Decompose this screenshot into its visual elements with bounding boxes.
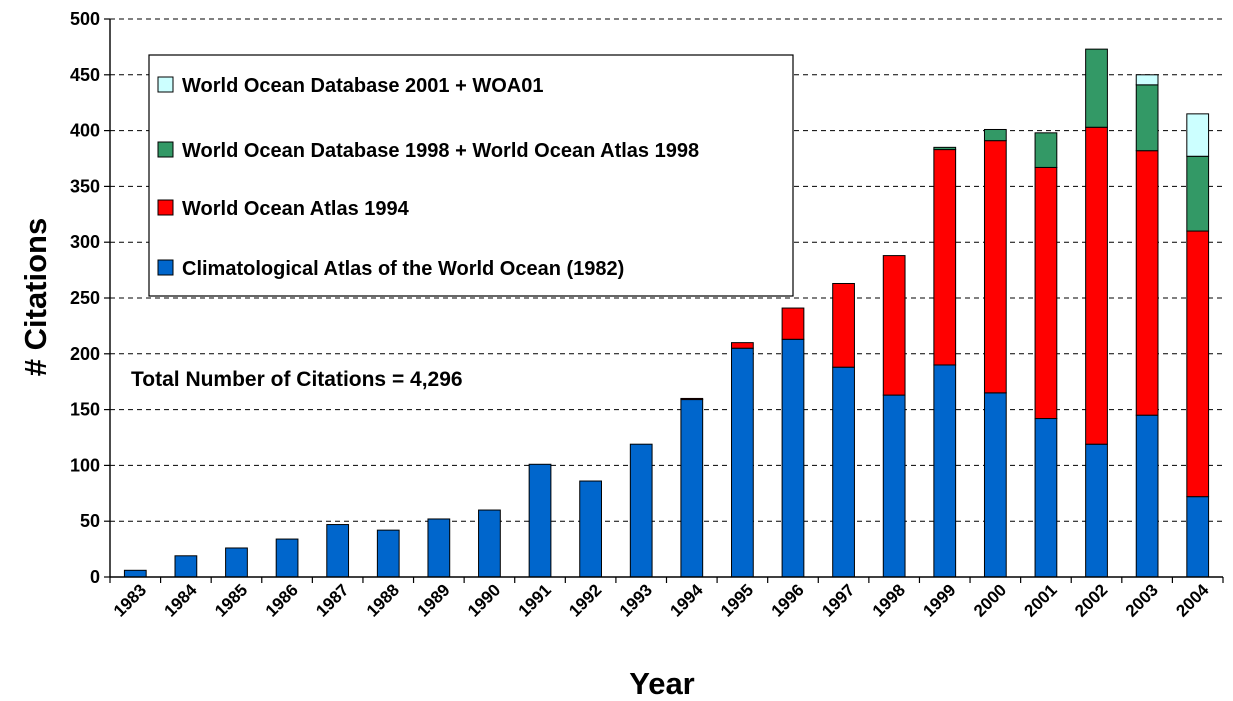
bar-segment <box>933 149 957 366</box>
legend-label: World Ocean Atlas 1994 <box>182 198 410 220</box>
legend-label: World Ocean Database 2001 + WOA01 <box>182 75 543 97</box>
bar-segment <box>174 555 198 578</box>
bar-segment <box>933 364 957 578</box>
x-tick-label: 1984 <box>161 580 202 621</box>
legend-swatch <box>157 141 174 158</box>
y-tick-label: 300 <box>70 232 100 252</box>
x-tick-label: 1993 <box>616 580 656 620</box>
x-tick-label: 1995 <box>717 580 757 620</box>
bar-segment <box>376 529 400 578</box>
x-tick-label: 2003 <box>1122 580 1162 620</box>
bar-segment <box>1135 84 1159 152</box>
x-axis-title: Year <box>629 666 695 701</box>
bar-segment <box>1135 74 1159 86</box>
legend: World Ocean Database 2001 + WOA01 World O… <box>148 54 794 297</box>
x-tick-label: 1992 <box>565 580 605 620</box>
x-tick-label: 1997 <box>818 580 858 620</box>
legend-box <box>148 54 794 297</box>
bar-segment <box>326 524 350 578</box>
x-tick-label: 1998 <box>869 580 909 620</box>
legend-swatch <box>157 199 174 216</box>
y-tick-label: 450 <box>70 65 100 85</box>
bar-segment <box>731 347 754 578</box>
bar-segment <box>983 140 1007 394</box>
x-tick-label: 1983 <box>110 580 150 620</box>
x-tick-label: 2002 <box>1071 580 1111 620</box>
bar-segment <box>579 480 602 578</box>
x-tick-label: 1991 <box>515 580 555 620</box>
x-tick-label: 1989 <box>413 580 453 620</box>
bar-segment <box>1186 230 1210 498</box>
bar-segment <box>983 128 1007 142</box>
bar-segment <box>731 342 754 349</box>
bar-segment <box>629 443 653 578</box>
x-tick-label: 1987 <box>312 580 352 620</box>
bar-segment <box>983 392 1007 578</box>
x-tick-label: 1985 <box>211 580 251 620</box>
bar-segment <box>1034 418 1058 578</box>
bar-segment <box>427 518 451 578</box>
bar-segment <box>225 547 248 578</box>
legend-label: Climatological Atlas of the World Ocean … <box>182 258 624 280</box>
bar-segment <box>1034 166 1058 420</box>
bar-segment <box>1034 132 1058 168</box>
x-tick-label: 1996 <box>768 580 808 620</box>
legend-swatch <box>157 76 174 93</box>
bar-segment <box>832 366 855 578</box>
bar-segment <box>781 338 805 578</box>
bar-segment <box>882 255 906 396</box>
bar-segment <box>832 282 855 368</box>
x-tick-label: 2000 <box>970 580 1010 620</box>
y-tick-labels: 0 50 100 150 200 250 300 350 400 450 500 <box>70 9 110 587</box>
bar-segment <box>1186 113 1210 157</box>
x-tick-label: 1988 <box>363 580 403 620</box>
bar-segment <box>1135 414 1159 578</box>
total-citations-annotation: Total Number of Citations = 4,296 <box>131 368 463 391</box>
bar-segment <box>1186 155 1210 232</box>
y-axis-title: # Citations <box>18 218 53 376</box>
bar-segment <box>1085 48 1108 128</box>
legend-label: World Ocean Database 1998 + World Ocean … <box>182 140 699 162</box>
x-tick-label: 1990 <box>464 580 504 620</box>
x-tick-label: 2004 <box>1172 580 1213 621</box>
bar-segment <box>882 394 906 578</box>
bar-segment <box>1085 443 1108 578</box>
legend-swatch <box>157 259 174 276</box>
y-tick-label: 500 <box>70 9 100 29</box>
x-tick-labels: 1983 1984 1985 1986 1987 1988 1989 1990 1991 1992… <box>109 577 1224 621</box>
bar-segment <box>478 509 501 578</box>
bar-segment <box>1135 150 1159 416</box>
bar-segment <box>1085 126 1108 445</box>
y-tick-label: 50 <box>80 511 100 531</box>
x-tick-label: 1999 <box>919 580 959 620</box>
y-tick-label: 0 <box>90 567 100 587</box>
y-tick-label: 150 <box>70 400 100 420</box>
y-tick-label: 100 <box>70 455 100 475</box>
x-tick-label: 1994 <box>666 580 707 621</box>
bar-segment <box>123 569 147 578</box>
bars <box>123 48 1210 578</box>
x-tick-label: 1986 <box>262 580 302 620</box>
bar-segment <box>680 399 704 578</box>
bar-segment <box>275 538 299 578</box>
y-tick-label: 350 <box>70 176 100 196</box>
y-tick-label: 250 <box>70 288 100 308</box>
bar-segment <box>680 397 704 401</box>
bar-segment <box>528 463 552 578</box>
y-tick-label: 400 <box>70 121 100 141</box>
y-tick-label: 200 <box>70 344 100 364</box>
bar-segment <box>933 146 957 151</box>
x-tick-label: 2001 <box>1021 580 1061 620</box>
bar-segment <box>781 307 805 340</box>
bar-segment <box>1186 496 1210 578</box>
